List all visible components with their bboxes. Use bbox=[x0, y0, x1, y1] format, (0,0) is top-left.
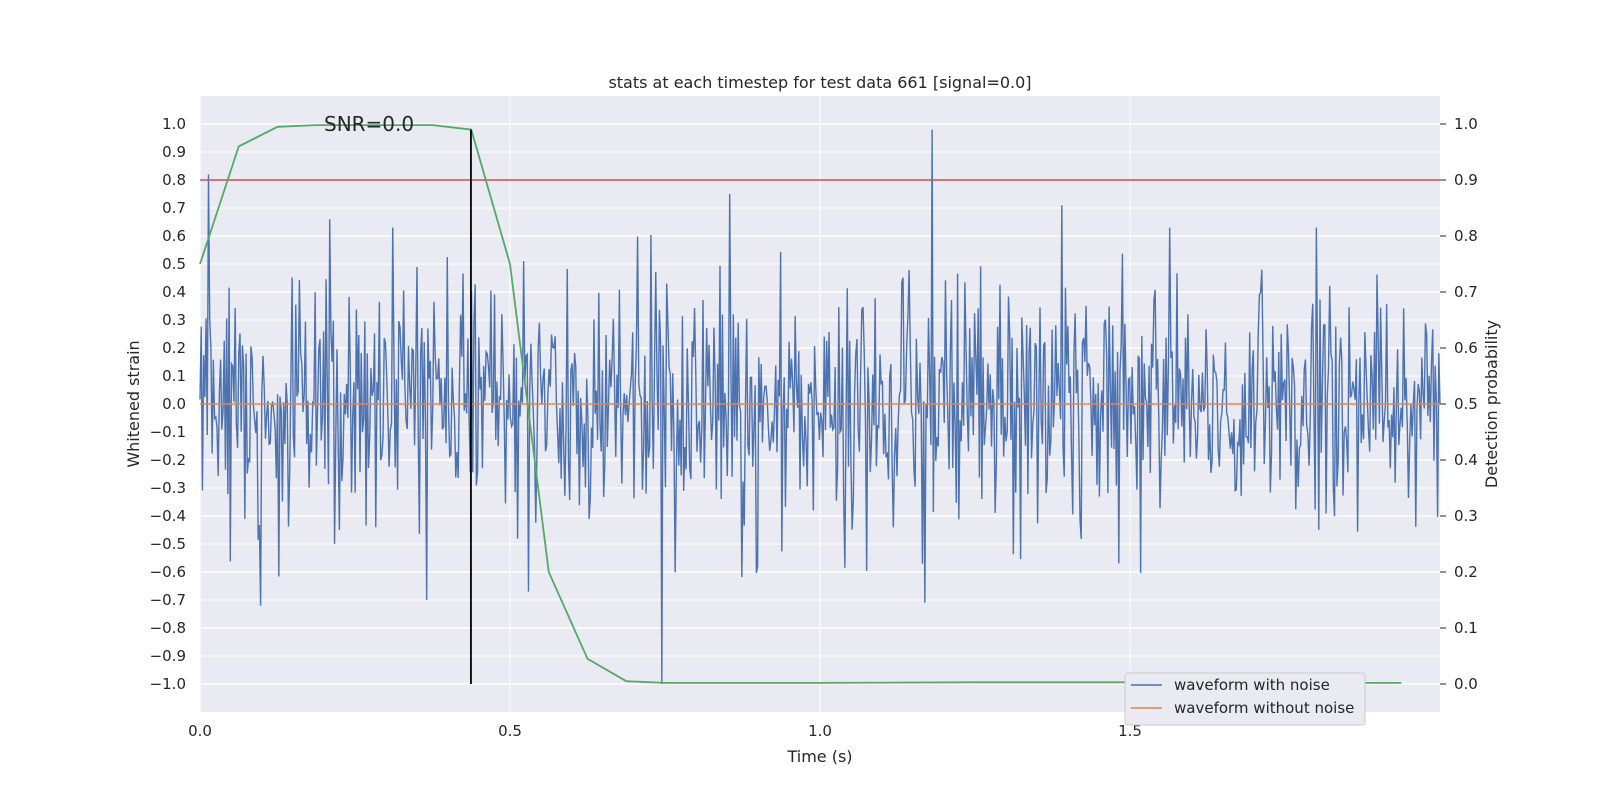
legend-label-clean: waveform without noise bbox=[1174, 699, 1354, 717]
left-y-tick-label: 0.8 bbox=[162, 171, 186, 189]
right-y-tick-label: 0.5 bbox=[1454, 395, 1478, 413]
left-y-tick-label: −0.9 bbox=[150, 647, 186, 665]
right-y-tick-label: 0.7 bbox=[1454, 283, 1478, 301]
series-detection-probability bbox=[199, 124, 1402, 684]
left-y-axis-label: Whitened strain bbox=[124, 340, 143, 467]
snr-annotation: SNR=0.0 bbox=[324, 112, 414, 136]
left-y-tick-label: −0.3 bbox=[150, 479, 186, 497]
left-y-tick-label: −0.4 bbox=[150, 507, 186, 525]
right-y-tick-label: 1.0 bbox=[1454, 115, 1478, 133]
x-tick-labels: 0.0 0.5 1.0 1.5 bbox=[188, 722, 1142, 740]
left-y-tick-labels: 1.0 0.9 0.8 0.7 0.6 0.5 0.4 0.3 0.2 0.1 0.0 −0.1 −0.… bbox=[150, 115, 186, 693]
noise-waveform-line bbox=[199, 129, 1441, 685]
legend-label-noise: waveform with noise bbox=[1174, 676, 1330, 694]
left-y-tick-label: −0.1 bbox=[150, 423, 186, 441]
left-y-tick-label: 0.7 bbox=[162, 199, 186, 217]
legend-box bbox=[1124, 672, 1366, 726]
left-y-tick-label: 0.5 bbox=[162, 255, 186, 273]
left-y-tick-label: −0.5 bbox=[150, 535, 186, 553]
left-y-tick-label: 0.0 bbox=[162, 395, 186, 413]
probability-line bbox=[199, 124, 1402, 684]
x-tick-label: 0.0 bbox=[188, 722, 212, 740]
right-y-axis-label: Detection probability bbox=[1482, 320, 1501, 488]
left-y-tick-label: 1.0 bbox=[162, 115, 186, 133]
right-y-tick-labels: 1.0 0.9 0.8 0.7 0.6 0.5 0.4 0.3 0.2 0.1 0.0 bbox=[1440, 115, 1478, 693]
right-y-tick-label: 0.1 bbox=[1454, 619, 1478, 637]
left-y-tick-label: −1.0 bbox=[150, 675, 186, 693]
x-tick-label: 0.5 bbox=[498, 722, 522, 740]
right-y-tick-label: 0.3 bbox=[1454, 507, 1478, 525]
x-axis-label: Time (s) bbox=[786, 747, 852, 766]
left-y-tick-label: 0.3 bbox=[162, 311, 186, 329]
right-y-tick-label: 0.2 bbox=[1454, 563, 1478, 581]
right-y-tick-label: 0.4 bbox=[1454, 451, 1478, 469]
left-y-tick-label: −0.6 bbox=[150, 563, 186, 581]
left-y-tick-label: −0.8 bbox=[150, 619, 186, 637]
chart-title: stats at each timestep for test data 661… bbox=[608, 73, 1031, 92]
right-y-tick-label: 0.0 bbox=[1454, 675, 1478, 693]
right-y-tick-label: 0.8 bbox=[1454, 227, 1478, 245]
x-tick-label: 1.5 bbox=[1118, 722, 1142, 740]
left-y-tick-label: 0.1 bbox=[162, 367, 186, 385]
series-waveform-with-noise bbox=[199, 129, 1441, 685]
left-y-tick-label: −0.7 bbox=[150, 591, 186, 609]
left-y-tick-label: 0.4 bbox=[162, 283, 186, 301]
right-y-tick-label: 0.9 bbox=[1454, 171, 1478, 189]
legend: waveform with noise waveform without noi… bbox=[1124, 672, 1366, 726]
left-y-tick-label: 0.2 bbox=[162, 339, 186, 357]
left-y-tick-label: 0.9 bbox=[162, 143, 186, 161]
right-y-tick-label: 0.6 bbox=[1454, 339, 1478, 357]
left-y-tick-label: −0.2 bbox=[150, 451, 186, 469]
left-y-tick-label: 0.6 bbox=[162, 227, 186, 245]
x-tick-label: 1.0 bbox=[808, 722, 832, 740]
